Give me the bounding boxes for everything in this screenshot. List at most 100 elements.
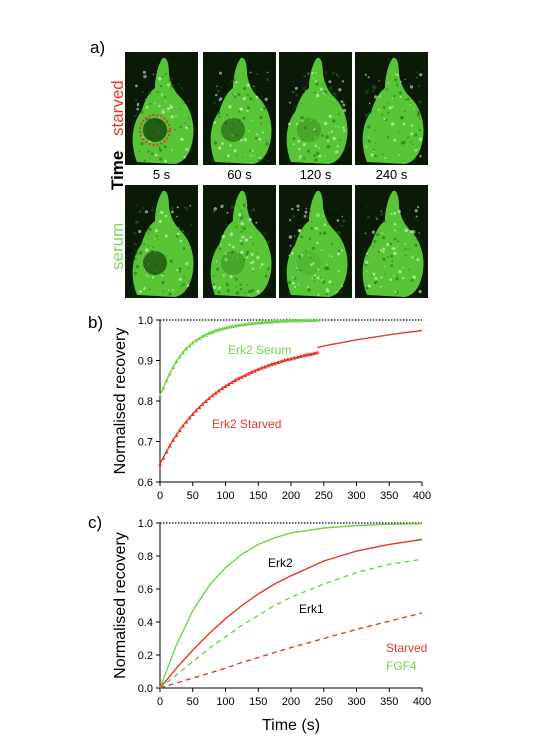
texture-speck <box>371 89 375 93</box>
panel-label-a: a) <box>90 38 106 57</box>
x-tick-label: 250 <box>315 490 333 502</box>
data-point <box>302 318 307 322</box>
texture-speck <box>182 247 186 250</box>
x-tick-label: 300 <box>347 490 365 502</box>
texture-speck <box>235 291 240 295</box>
data-point <box>171 437 176 442</box>
texture-speck <box>168 292 172 296</box>
texture-speck <box>316 151 320 156</box>
texture-speck <box>342 97 345 99</box>
texture-speck <box>364 88 366 90</box>
texture-speck <box>175 115 177 118</box>
texture-speck <box>408 208 411 211</box>
texture-speck <box>251 149 254 152</box>
data-point <box>308 352 313 357</box>
texture-speck <box>229 144 232 147</box>
data-point <box>233 323 238 328</box>
texture-speck <box>255 95 259 99</box>
texture-speck <box>328 80 332 84</box>
texture-speck <box>412 275 416 279</box>
texture-speck <box>144 98 146 100</box>
nucleus-region <box>143 251 167 275</box>
texture-speck <box>257 159 261 163</box>
texture-speck <box>418 128 421 132</box>
texture-speck <box>246 106 251 110</box>
texture-speck <box>187 233 189 235</box>
texture-speck <box>323 121 328 126</box>
texture-speck <box>225 223 228 226</box>
texture-speck <box>133 231 137 235</box>
texture-speck <box>246 109 249 112</box>
texture-speck <box>416 77 418 79</box>
texture-speck <box>408 248 411 250</box>
texture-speck <box>342 103 346 107</box>
texture-speck <box>308 237 311 240</box>
texture-speck <box>404 110 406 113</box>
texture-speck <box>267 71 269 74</box>
texture-speck <box>403 249 406 251</box>
texture-speck <box>403 144 405 147</box>
microscopy-image-starved-1 <box>203 52 276 165</box>
texture-speck <box>177 227 180 230</box>
texture-speck <box>414 133 418 137</box>
texture-speck <box>149 157 151 159</box>
texture-speck <box>247 130 250 132</box>
texture-speck <box>250 154 252 157</box>
microscopy-image-serum-1 <box>203 185 276 298</box>
texture-speck <box>328 132 330 134</box>
texture-speck <box>366 252 368 255</box>
texture-speck <box>331 242 334 245</box>
texture-speck <box>390 122 395 126</box>
texture-speck <box>399 95 402 98</box>
texture-speck <box>373 239 377 243</box>
y-tick-label: 0.6 <box>138 584 153 596</box>
texture-speck <box>371 274 374 277</box>
data-point <box>174 359 179 364</box>
texture-speck <box>414 149 418 152</box>
data-point <box>275 360 280 365</box>
y-tick-label: 0.8 <box>138 396 153 408</box>
texture-speck <box>162 272 165 275</box>
texture-speck <box>178 270 182 273</box>
texture-speck <box>316 93 320 98</box>
texture-speck <box>326 144 331 149</box>
texture-speck <box>418 137 422 141</box>
texture-speck <box>372 150 374 152</box>
texture-speck <box>328 280 332 284</box>
data-point <box>292 318 297 323</box>
texture-speck <box>341 224 344 227</box>
texture-speck <box>325 71 328 74</box>
texture-speck <box>244 238 248 242</box>
texture-speck <box>148 227 152 232</box>
texture-speck <box>375 216 378 219</box>
panel-label-b: b) <box>88 313 104 332</box>
texture-speck <box>154 238 156 240</box>
texture-speck <box>323 223 327 226</box>
texture-speck <box>183 102 186 104</box>
texture-speck <box>174 128 176 131</box>
texture-speck <box>306 217 309 219</box>
texture-speck <box>339 143 341 145</box>
data-point <box>246 371 251 376</box>
texture-speck <box>179 239 183 243</box>
texture-speck <box>397 210 401 214</box>
texture-speck <box>378 80 380 82</box>
data-point <box>256 367 261 372</box>
texture-speck <box>159 116 161 119</box>
texture-speck <box>379 249 383 252</box>
texture-speck <box>157 239 159 241</box>
texture-speck <box>138 150 140 152</box>
texture-speck <box>340 100 344 104</box>
texture-speck <box>389 278 392 281</box>
texture-speck <box>246 250 250 254</box>
texture-speck <box>229 275 233 279</box>
texture-speck <box>134 242 137 246</box>
data-point <box>269 319 274 324</box>
texture-speck <box>309 210 312 212</box>
data-point <box>249 321 254 326</box>
texture-speck <box>294 277 297 280</box>
texture-speck <box>367 284 371 288</box>
data-point <box>223 325 228 330</box>
texture-speck <box>158 146 161 149</box>
texture-speck <box>229 232 234 236</box>
